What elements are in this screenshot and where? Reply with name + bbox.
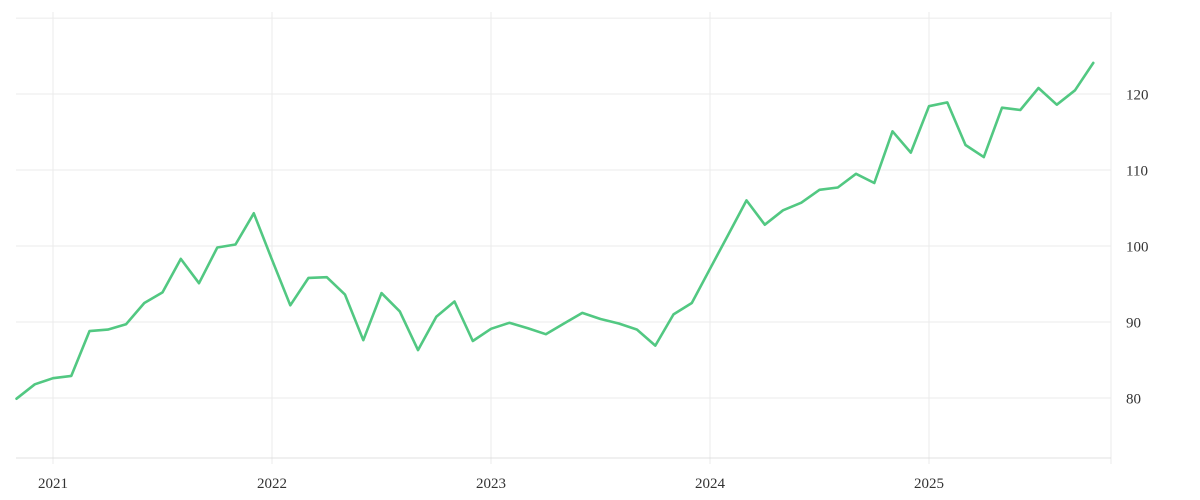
x-axis-label: 2023	[476, 476, 506, 492]
x-axis-label: 2021	[38, 476, 68, 492]
x-axis-label: 2025	[914, 476, 944, 492]
x-axis-label: 2024	[695, 476, 726, 492]
data-series-line	[15, 61, 1095, 401]
y-axis-label: 120	[1126, 88, 1149, 104]
y-axis-label: 90	[1126, 315, 1141, 331]
y-axis-label: 110	[1126, 164, 1148, 180]
y-axis-label: 100	[1126, 240, 1149, 256]
y-axis-label: 80	[1126, 391, 1141, 407]
x-axis-label: 2022	[257, 476, 287, 492]
